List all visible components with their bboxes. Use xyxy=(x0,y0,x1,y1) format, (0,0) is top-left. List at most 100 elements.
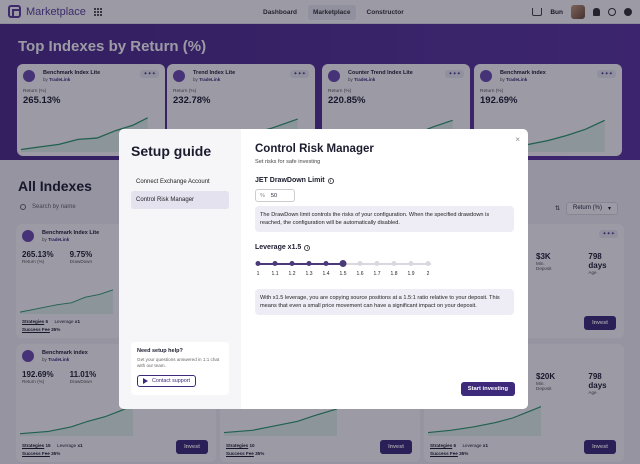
sort-control: ⇅ Return (%) ▾ xyxy=(555,202,618,215)
setup-guide-sidebar: Setup guide Connect Exchange Account Con… xyxy=(119,129,241,409)
leverage-ticks: 1 1.1 1.2 1.3 1.4 1.5 1.6 1.7 1.8 1.9 2 xyxy=(255,271,431,279)
globe-icon[interactable] xyxy=(608,8,616,16)
apps-grid-icon[interactable] xyxy=(93,7,102,16)
return-value: 232.78% xyxy=(173,95,211,106)
panel-subtitle: Set risks for safe investing xyxy=(255,159,321,165)
avatar[interactable] xyxy=(571,5,585,19)
drawdown-value: 9.75% xyxy=(69,250,93,259)
drawdown-value[interactable]: 50 xyxy=(270,192,278,199)
sort-select[interactable]: Return (%) ▾ xyxy=(566,202,618,215)
by-label: by xyxy=(43,77,48,82)
bell-icon[interactable] xyxy=(593,8,600,16)
fee-label[interactable]: Success Fee xyxy=(22,451,50,456)
min-deposit-value: $20K xyxy=(536,372,556,381)
nav-link-constructor[interactable]: Constructor xyxy=(366,8,404,16)
return-label: Return (%) xyxy=(22,259,45,264)
strategies-label[interactable]: Strategies xyxy=(226,443,249,448)
slider-step[interactable] xyxy=(425,260,431,266)
slider-step[interactable] xyxy=(391,260,397,266)
slider-handle[interactable] xyxy=(339,259,347,267)
leverage-tick-label: 1.4 xyxy=(322,271,330,277)
slider-step[interactable] xyxy=(357,260,363,266)
nav-link-marketplace[interactable]: Marketplace xyxy=(307,4,356,20)
fee-label[interactable]: Success Fee xyxy=(22,327,50,332)
invest-button[interactable]: Invest xyxy=(176,440,208,454)
return-value: 220.85% xyxy=(328,95,366,106)
return-label: Return (%) xyxy=(480,89,504,94)
rating-badge: ✦✦✦ xyxy=(597,70,616,78)
author-link[interactable]: TradeLink xyxy=(48,237,70,242)
leverage-tick-label: 1.7 xyxy=(373,271,381,277)
sparkline xyxy=(20,404,134,436)
brand-logo[interactable]: Marketplace xyxy=(8,5,86,18)
fee-label[interactable]: Success Fee xyxy=(430,451,458,456)
leverage-slider[interactable] xyxy=(255,259,431,269)
contact-support-button[interactable]: Contact support xyxy=(137,375,197,387)
logo-icon xyxy=(8,5,21,18)
author-link[interactable]: TradeLink xyxy=(354,77,376,82)
return-label: Return (%) xyxy=(173,89,197,94)
strategies-label[interactable]: Strategies xyxy=(22,443,45,448)
rating-badge: ✦✦✦ xyxy=(140,70,159,78)
invest-button[interactable]: Invest xyxy=(584,316,616,330)
sparkline xyxy=(20,289,114,314)
return-value: 192.69% xyxy=(22,370,54,379)
slider-step[interactable] xyxy=(374,260,380,266)
strategies-label[interactable]: Strategies xyxy=(430,443,453,448)
slider-step[interactable] xyxy=(289,260,295,266)
sparkline xyxy=(428,406,542,436)
invest-button[interactable]: Invest xyxy=(584,440,616,454)
author-link[interactable]: TradeLink xyxy=(506,77,528,82)
leverage-tick-label: 1.3 xyxy=(305,271,313,277)
sparkline xyxy=(21,117,148,152)
index-name[interactable]: Counter Trend Index Lite xyxy=(348,70,413,76)
leverage-label: Leverage xyxy=(54,319,74,324)
index-name[interactable]: Benchmark index xyxy=(42,350,88,356)
strategies-count: 6 xyxy=(45,319,49,324)
slider-step[interactable] xyxy=(272,260,278,266)
strategies-label[interactable]: Strategies xyxy=(22,319,45,324)
info-icon[interactable]: i xyxy=(327,177,334,184)
age-value: 798 days xyxy=(588,372,607,390)
author-link[interactable]: TradeLink xyxy=(199,77,221,82)
index-name[interactable]: Benchmark Index Lite xyxy=(42,230,100,236)
min-deposit-label: Min. Deposit xyxy=(536,261,552,271)
leverage-label: Leverage xyxy=(462,443,482,448)
help-text: Get your questions answered in 1:1 chat … xyxy=(137,357,220,368)
help-box: Need setup help? Get your questions answ… xyxy=(131,342,229,395)
fee-value: 35% xyxy=(459,451,469,456)
leverage-value: x1 xyxy=(482,443,489,448)
user-name[interactable]: Bun xyxy=(550,8,563,16)
drawdown-label: DrawDown xyxy=(69,259,93,264)
by-label: by xyxy=(348,77,353,82)
panel-title: Control Risk Manager xyxy=(255,143,374,155)
theme-icon[interactable] xyxy=(624,8,632,16)
author-link[interactable]: TradeLink xyxy=(49,77,71,82)
search-box[interactable]: Search by name xyxy=(20,204,76,210)
author-link[interactable]: TradeLink xyxy=(48,357,70,362)
drawdown-input[interactable]: % 50 xyxy=(255,189,295,202)
by-label: by xyxy=(193,77,198,82)
invest-button[interactable]: Invest xyxy=(380,440,412,454)
leverage-tick-label: 1.5 xyxy=(339,271,347,277)
min-deposit-label: Min. Deposit xyxy=(536,381,552,391)
close-icon[interactable]: × xyxy=(515,135,520,144)
slider-step[interactable] xyxy=(408,260,414,266)
start-investing-button[interactable]: Start investing xyxy=(460,382,515,396)
leverage-tick-label: 1.8 xyxy=(390,271,398,277)
slider-step[interactable] xyxy=(306,260,312,266)
info-icon[interactable]: i xyxy=(304,244,311,251)
fee-label[interactable]: Success Fee xyxy=(226,451,254,456)
index-name[interactable]: Benchmark index xyxy=(500,70,546,76)
step-connect-exchange[interactable]: Connect Exchange Account xyxy=(136,179,210,185)
step-control-risk-manager[interactable]: Control Risk Manager xyxy=(131,191,229,209)
cart-icon[interactable] xyxy=(532,8,543,16)
strategies-count: 15 xyxy=(45,443,51,448)
index-name[interactable]: Benchmark Index Lite xyxy=(43,70,101,76)
leverage-tick-label: 1.6 xyxy=(356,271,364,277)
slider-step[interactable] xyxy=(323,260,329,266)
nav-link-dashboard[interactable]: Dashboard xyxy=(263,8,297,16)
slider-step[interactable] xyxy=(255,260,261,266)
index-name[interactable]: Trend Index Lite xyxy=(193,70,236,76)
sort-icon[interactable]: ⇅ xyxy=(554,206,560,212)
